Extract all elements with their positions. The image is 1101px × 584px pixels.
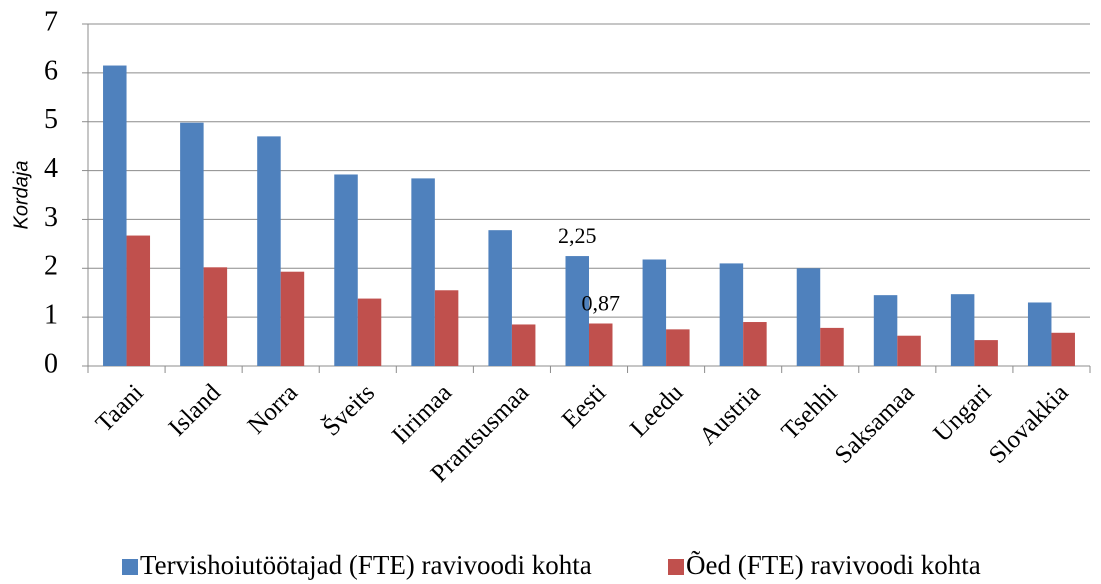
bar (565, 256, 589, 366)
y-tick-label: 3 (44, 202, 58, 233)
bar (743, 322, 767, 366)
bar (488, 230, 512, 366)
y-tick-label: 6 (44, 55, 58, 86)
bar (434, 290, 459, 366)
x-tick-label: Taani (91, 379, 149, 437)
y-axis-title: Kordaja (10, 161, 32, 230)
bar (820, 327, 844, 366)
x-tick-label: Ungari (929, 379, 997, 447)
bar (511, 324, 536, 366)
x-tick-label: Leedu (625, 379, 689, 443)
bar (719, 263, 744, 366)
bar (334, 174, 358, 366)
y-tick-label: 0 (44, 348, 58, 379)
y-tick-label: 2 (44, 251, 58, 282)
bar (280, 271, 305, 366)
bar (103, 65, 127, 367)
x-tick-label: Tsehhi (777, 379, 843, 445)
x-tick-label: Austria (694, 379, 765, 450)
x-tick-label: Šveits (316, 378, 380, 442)
y-tick-label: 7 (44, 6, 58, 37)
y-tick-label: 4 (44, 153, 58, 184)
bar (203, 267, 228, 366)
x-tick-label: Iirimaa (387, 379, 457, 449)
legend-label: Õed (FTE) ravivoodi kohta (686, 550, 981, 580)
bar (357, 298, 382, 366)
bar (1027, 302, 1052, 366)
bar (126, 235, 151, 366)
x-tick-label: Slovakkia (984, 379, 1074, 469)
legend-label: Tervishoiutöötajad (FTE) ravivoodi kohta (140, 550, 592, 580)
x-tick-label: Saksamaa (830, 379, 920, 469)
y-tick-label: 5 (44, 104, 58, 135)
y-tick-label: 1 (44, 300, 58, 331)
bar (873, 295, 898, 366)
x-tick-label: Island (164, 379, 227, 442)
x-tick-label: Eesti (557, 379, 611, 433)
bar (796, 268, 821, 366)
bar (257, 136, 281, 366)
bar (411, 178, 435, 366)
bar (950, 294, 975, 366)
legend-swatch (122, 559, 138, 575)
data-label: 0,87 (582, 291, 621, 316)
bar (180, 122, 204, 366)
x-tick-label: Norra (243, 379, 303, 439)
data-label: 2,25 (558, 223, 597, 248)
bar (666, 329, 690, 366)
bar (642, 259, 667, 366)
bar (897, 335, 921, 366)
bar (1051, 332, 1075, 366)
bar (974, 340, 998, 366)
bar (589, 323, 613, 366)
legend-swatch (668, 559, 684, 575)
